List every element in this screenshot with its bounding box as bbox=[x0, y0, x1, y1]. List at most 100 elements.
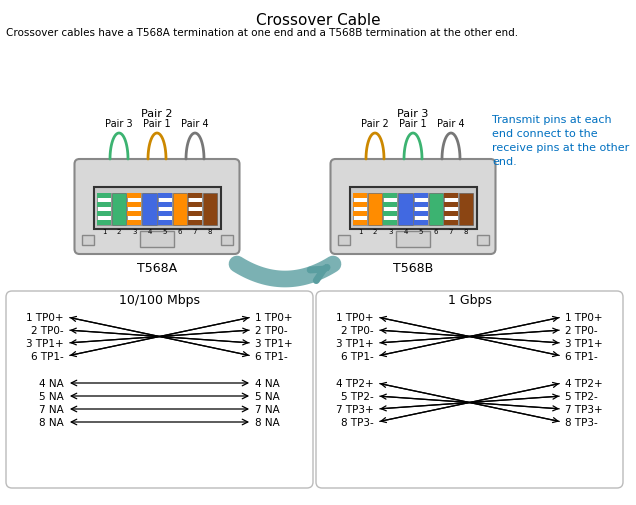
FancyBboxPatch shape bbox=[6, 291, 313, 488]
Text: 8 TP3-: 8 TP3- bbox=[565, 417, 598, 427]
Text: T568A: T568A bbox=[137, 262, 177, 274]
Bar bbox=[413, 203, 427, 208]
Text: Crossover cables have a T568A termination at one end and a T568B termination at : Crossover cables have a T568A terminatio… bbox=[6, 28, 518, 38]
Bar bbox=[127, 193, 141, 226]
Text: Pair 1: Pair 1 bbox=[399, 119, 427, 129]
Text: 6 TP1-: 6 TP1- bbox=[565, 351, 598, 361]
Text: 2 TP0-: 2 TP0- bbox=[255, 325, 287, 335]
Bar bbox=[338, 235, 350, 245]
Text: Pair 2: Pair 2 bbox=[361, 119, 389, 129]
Bar bbox=[353, 193, 367, 198]
Text: 2: 2 bbox=[117, 229, 121, 234]
Bar bbox=[476, 235, 488, 245]
Bar bbox=[384, 193, 398, 198]
Bar bbox=[127, 221, 141, 226]
Bar bbox=[97, 193, 111, 198]
Bar bbox=[97, 193, 111, 226]
Text: 2 TP0-: 2 TP0- bbox=[342, 325, 374, 335]
Text: 7: 7 bbox=[448, 229, 453, 234]
Bar bbox=[97, 203, 111, 208]
Text: 6: 6 bbox=[177, 229, 182, 234]
Text: 5: 5 bbox=[162, 229, 167, 234]
Bar bbox=[127, 203, 141, 208]
Text: 8: 8 bbox=[464, 229, 468, 234]
Text: Pair 3: Pair 3 bbox=[398, 109, 429, 119]
Text: 2 TP0-: 2 TP0- bbox=[565, 325, 598, 335]
Text: 5 NA: 5 NA bbox=[255, 391, 280, 401]
Text: 8 NA: 8 NA bbox=[39, 417, 64, 427]
Bar bbox=[396, 231, 430, 247]
Text: Pair 3: Pair 3 bbox=[105, 119, 133, 129]
Bar bbox=[188, 203, 202, 208]
Text: 3 TP1+: 3 TP1+ bbox=[336, 338, 374, 348]
Bar bbox=[172, 193, 187, 226]
Bar bbox=[444, 212, 458, 217]
Bar bbox=[158, 221, 172, 226]
Text: 3: 3 bbox=[132, 229, 137, 234]
Bar bbox=[413, 193, 427, 198]
FancyBboxPatch shape bbox=[316, 291, 623, 488]
Bar bbox=[413, 193, 427, 226]
Bar bbox=[384, 221, 398, 226]
Bar bbox=[384, 203, 398, 208]
Text: T568B: T568B bbox=[393, 262, 433, 274]
Bar bbox=[353, 221, 367, 226]
Bar bbox=[127, 212, 141, 217]
Bar bbox=[158, 193, 172, 226]
Bar bbox=[97, 221, 111, 226]
Text: 4 TP2+: 4 TP2+ bbox=[336, 378, 374, 388]
Text: 3 TP1+: 3 TP1+ bbox=[565, 338, 603, 348]
Text: 6 TP1-: 6 TP1- bbox=[255, 351, 287, 361]
Text: 8: 8 bbox=[208, 229, 212, 234]
Bar bbox=[140, 231, 174, 247]
Bar bbox=[158, 193, 172, 198]
Bar bbox=[127, 193, 141, 198]
FancyBboxPatch shape bbox=[74, 160, 240, 255]
Text: 6 TP1-: 6 TP1- bbox=[31, 351, 64, 361]
Text: 5: 5 bbox=[418, 229, 423, 234]
Bar bbox=[188, 193, 202, 198]
Text: 4: 4 bbox=[403, 229, 408, 234]
Text: 5 NA: 5 NA bbox=[39, 391, 64, 401]
Bar bbox=[350, 188, 476, 230]
Bar bbox=[81, 235, 93, 245]
Text: 2: 2 bbox=[373, 229, 377, 234]
Text: 4 NA: 4 NA bbox=[39, 378, 64, 388]
Text: 1 TP0+: 1 TP0+ bbox=[336, 313, 374, 322]
Bar bbox=[221, 235, 233, 245]
Bar bbox=[444, 193, 458, 198]
Bar bbox=[398, 193, 413, 226]
Text: 4 TP2+: 4 TP2+ bbox=[565, 378, 603, 388]
Text: Pair 4: Pair 4 bbox=[181, 119, 209, 129]
FancyBboxPatch shape bbox=[331, 160, 495, 255]
Text: 7 TP3+: 7 TP3+ bbox=[565, 404, 603, 414]
Bar bbox=[112, 193, 127, 226]
Bar bbox=[413, 212, 427, 217]
Bar bbox=[444, 193, 458, 226]
Bar bbox=[413, 221, 427, 226]
Text: 3: 3 bbox=[388, 229, 392, 234]
Text: Transmit pins at each
end connect to the
receive pins at the other
end.: Transmit pins at each end connect to the… bbox=[492, 115, 629, 167]
Text: Pair 4: Pair 4 bbox=[437, 119, 465, 129]
Bar bbox=[203, 193, 217, 226]
Bar bbox=[368, 193, 382, 226]
Bar bbox=[188, 193, 202, 226]
Text: 1: 1 bbox=[358, 229, 363, 234]
Bar bbox=[459, 193, 473, 226]
Text: 5 TP2-: 5 TP2- bbox=[565, 391, 598, 401]
Bar bbox=[353, 212, 367, 217]
Bar bbox=[384, 212, 398, 217]
Bar bbox=[158, 203, 172, 208]
Text: 8 TP3-: 8 TP3- bbox=[342, 417, 374, 427]
Bar bbox=[158, 212, 172, 217]
Bar bbox=[384, 193, 398, 226]
Bar bbox=[142, 193, 156, 226]
Text: 7 NA: 7 NA bbox=[255, 404, 280, 414]
Text: 1 Gbps: 1 Gbps bbox=[448, 293, 492, 307]
Bar bbox=[97, 212, 111, 217]
Text: 1 TP0+: 1 TP0+ bbox=[255, 313, 293, 322]
Bar bbox=[444, 221, 458, 226]
Text: 5 TP2-: 5 TP2- bbox=[342, 391, 374, 401]
Text: Pair 1: Pair 1 bbox=[143, 119, 171, 129]
Text: 6: 6 bbox=[434, 229, 438, 234]
